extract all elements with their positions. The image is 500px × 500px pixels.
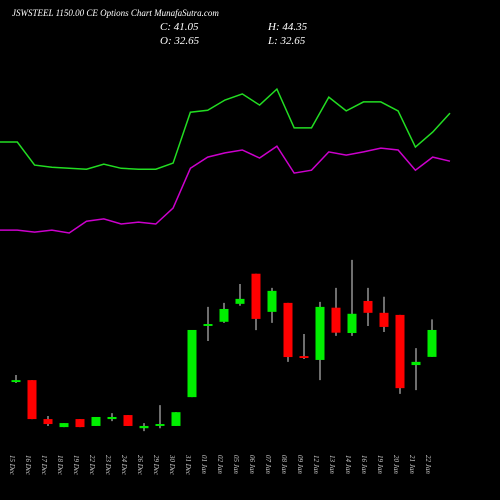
candle-body [251,273,261,319]
low-label: L: 32.65 [267,35,306,47]
x-tick-label: 18 Dec [56,455,64,476]
x-tick-label: 23 Dec [104,455,112,476]
candle-body [315,306,325,360]
x-tick-label: 16 Dec [24,455,32,476]
candle-body [59,423,69,428]
x-tick-label: 22 Jan [424,455,432,474]
candle-body [187,329,197,398]
candle-body [347,313,357,334]
indicator-line [0,145,451,234]
x-tick-label: 16 Jan [360,455,368,474]
candle-body [203,324,213,326]
x-tick-label: 30 Dec [168,454,176,476]
high-label: H: 44.35 [267,21,308,33]
candle-body [107,416,117,420]
candle-body [27,380,37,420]
candle-body [43,419,53,425]
x-tick-label: 24 Dec [120,455,128,476]
open-label: O: 32.65 [160,35,200,47]
x-tick-label: 14 Jan [344,455,352,474]
chart-title: JSWSTEEL 1150.00 CE Options Chart Munafa… [12,8,219,18]
close-label: C: 41.05 [160,21,199,33]
x-tick-label: 09 Jan [296,455,304,474]
x-tick-label: 01 Jan [200,455,208,474]
x-tick-label: 12 Jan [312,455,320,474]
candle-body [283,302,293,358]
x-tick-label: 20 Jan [392,455,400,474]
candle-body [123,415,133,426]
candle-body [235,298,245,304]
candle-body [171,412,181,426]
candle-body [395,314,405,389]
candle-body [139,425,149,429]
x-tick-label: 31 Dec [184,454,192,476]
x-tick-label: 19 Dec [72,455,80,476]
candle-body [155,424,165,426]
candle-body [219,308,229,322]
x-tick-label: 21 Jan [408,455,416,474]
x-tick-label: 22 Dec [88,455,96,476]
x-tick-label: 08 Jan [280,455,288,474]
x-tick-label: 02 Jan [216,455,224,474]
candle-body [267,290,277,312]
x-tick-label: 29 Dec [152,455,160,476]
indicator-line [0,87,451,170]
candle-body [91,416,101,426]
candle-body [363,300,373,313]
candle-body [411,361,421,366]
x-tick-label: 05 Jan [232,455,240,474]
candle-body [379,312,389,327]
candle-body [299,356,309,359]
candle-body [427,329,437,357]
x-tick-label: 17 Dec [40,455,48,476]
candle-body [75,419,85,428]
candle-body [331,307,341,333]
x-tick-label: 19 Jan [376,455,384,474]
x-tick-label: 07 Jan [264,455,272,474]
x-tick-label: 26 Dec [136,455,144,476]
x-tick-label: 13 Jan [328,455,336,474]
x-tick-label: 15 Dec [8,455,16,476]
x-tick-label: 06 Jan [248,455,256,474]
candle-body [11,380,21,383]
